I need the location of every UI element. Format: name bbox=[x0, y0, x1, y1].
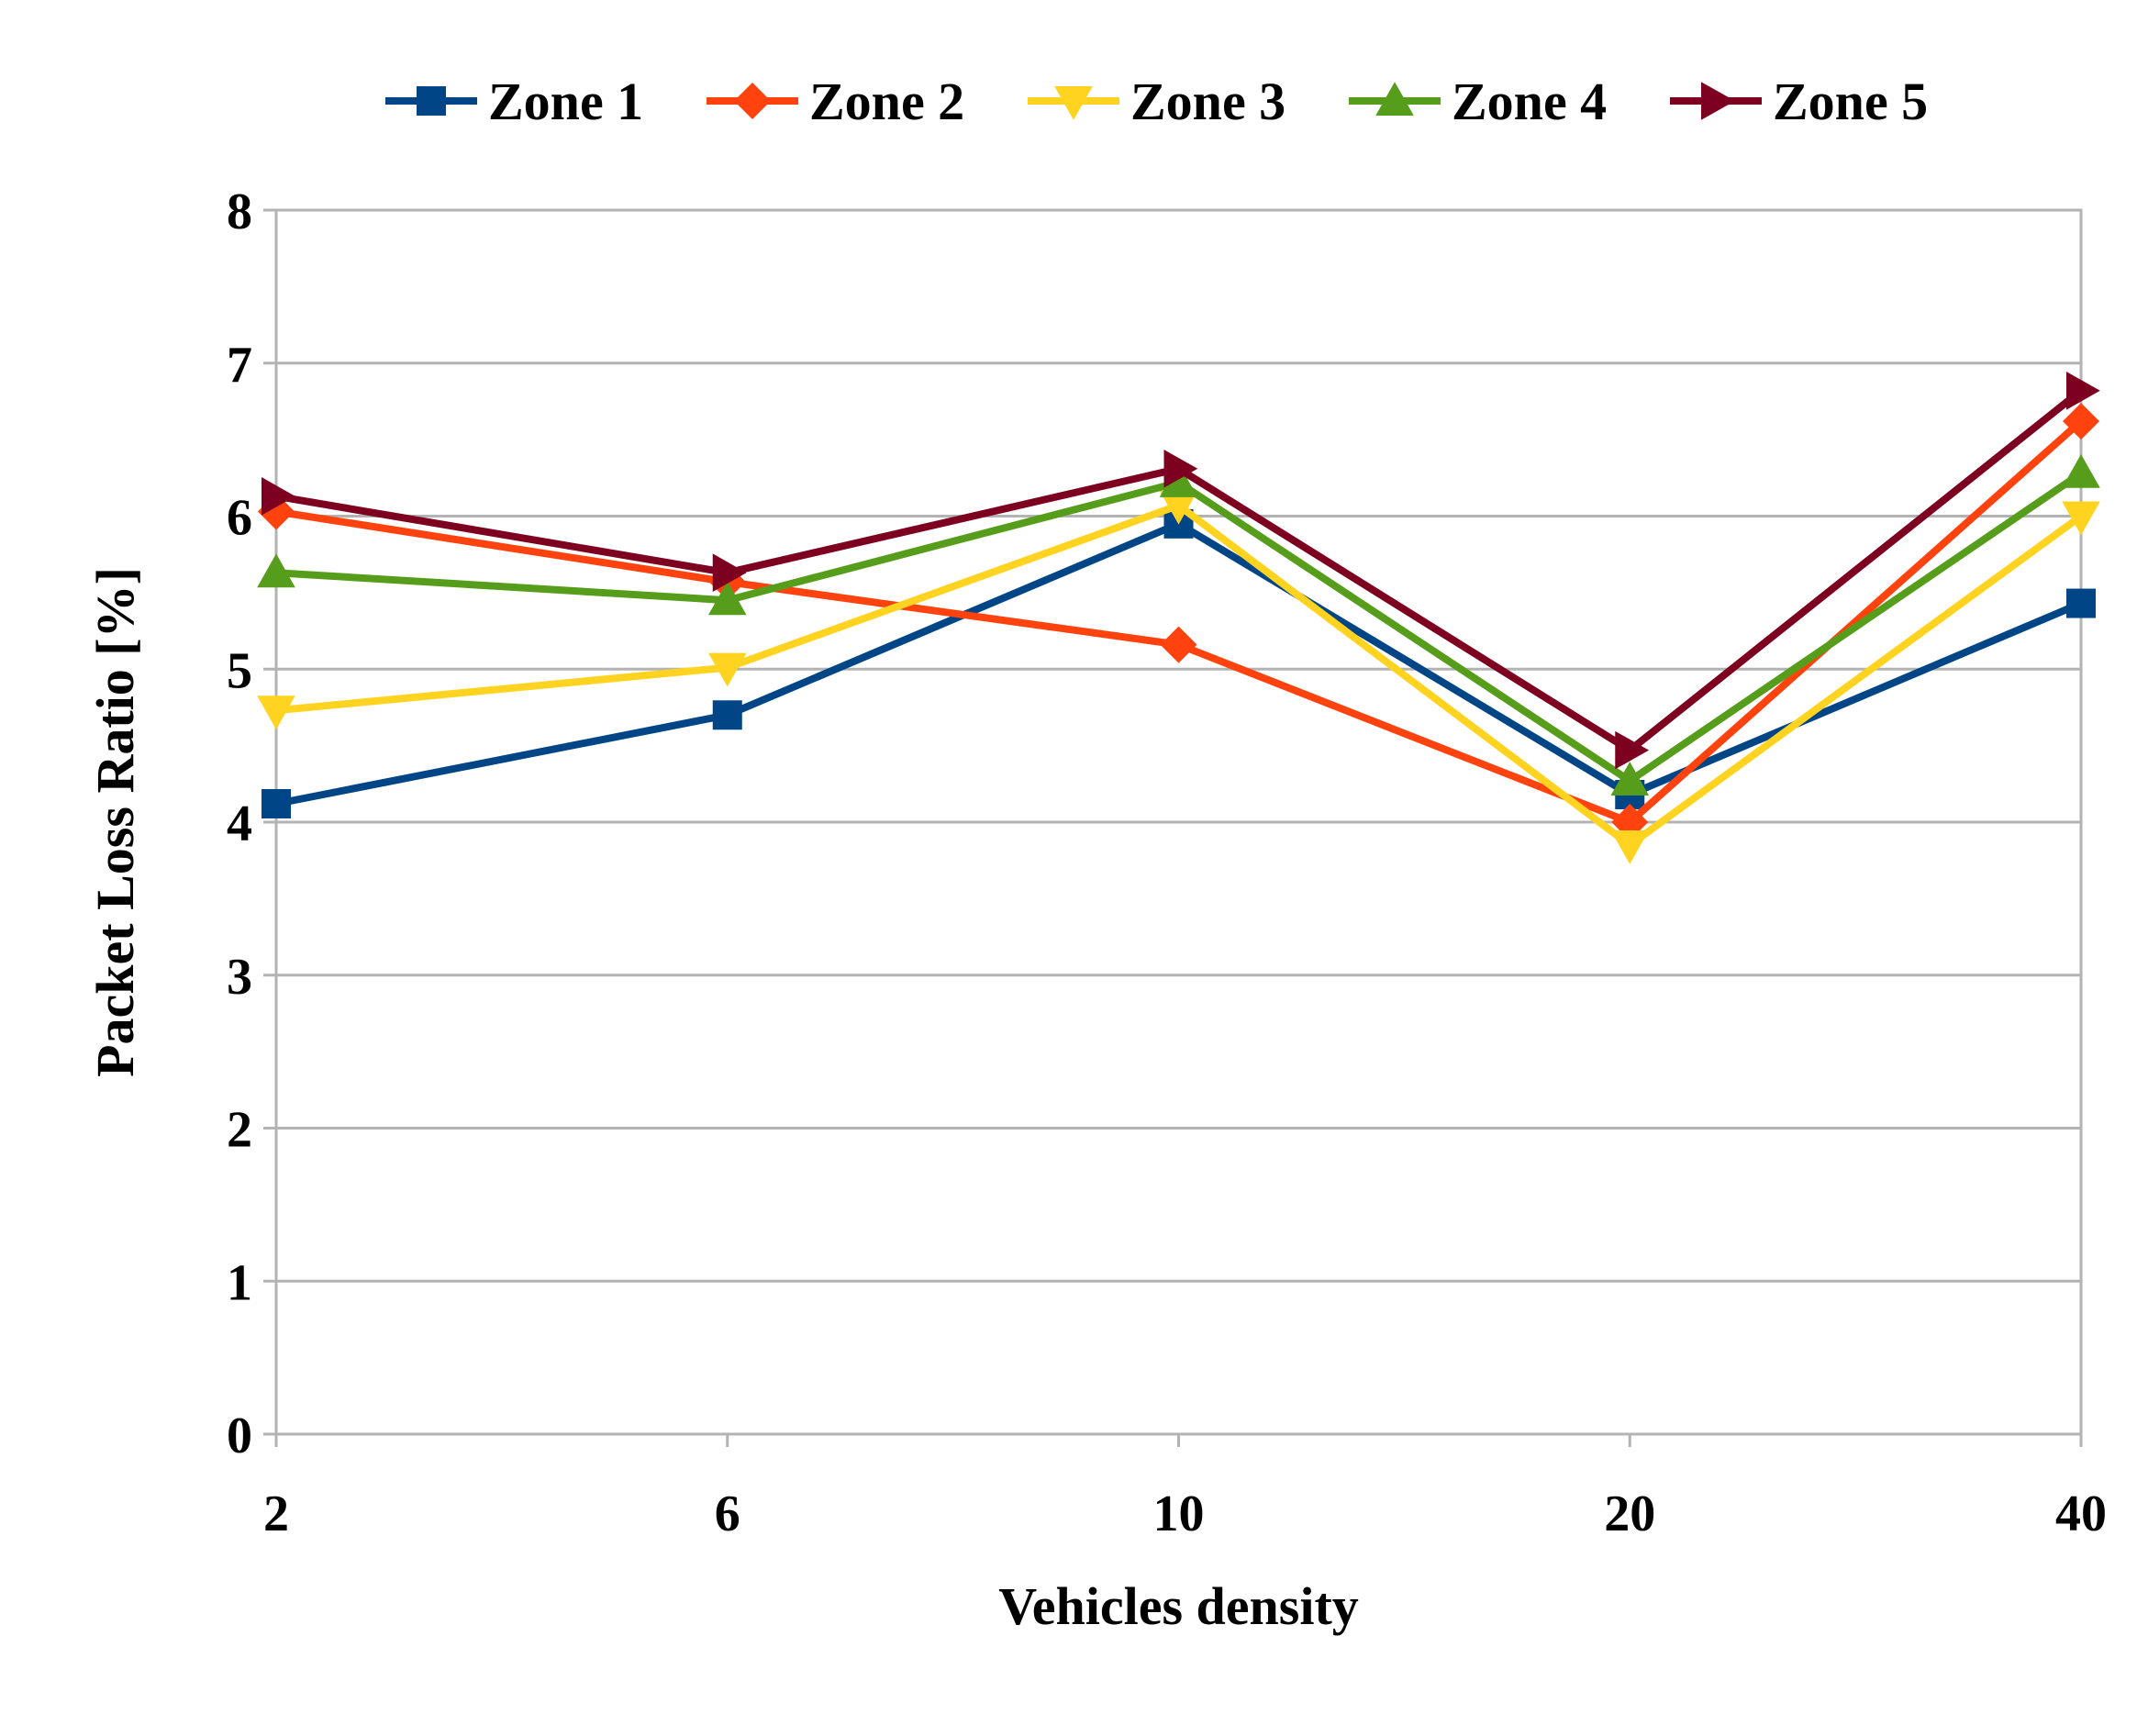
legend-label-zone-4: Zone 4 bbox=[1452, 72, 1607, 131]
legend-item-zone-5: Zone 5 bbox=[1670, 72, 1928, 131]
legend: Zone 1 Zone 2 Zone 3 Zone 4 Zone 5 bbox=[385, 72, 1928, 131]
legend-label-zone-3: Zone 3 bbox=[1130, 72, 1286, 131]
data-point-zone-3 bbox=[707, 652, 747, 687]
y-tick-label: 5 bbox=[227, 642, 252, 699]
legend-marker-zone-5 bbox=[1701, 82, 1735, 120]
y-tick-label: 3 bbox=[227, 949, 252, 1006]
y-tick-label: 7 bbox=[227, 337, 252, 394]
data-point-zone-3 bbox=[1159, 490, 1198, 525]
legend-label-zone-5: Zone 5 bbox=[1773, 72, 1928, 131]
data-point-zone-3 bbox=[2062, 501, 2100, 536]
data-point-zone-1 bbox=[2066, 588, 2096, 618]
legend-label-zone-2: Zone 2 bbox=[809, 72, 964, 131]
y-tick-label: 1 bbox=[227, 1254, 252, 1311]
y-tick-label: 6 bbox=[227, 490, 252, 547]
legend-marker-zone-1 bbox=[417, 86, 446, 116]
x-tick-label: 2 bbox=[263, 1486, 289, 1542]
data-point-zone-5 bbox=[712, 553, 747, 592]
data-point-zone-4 bbox=[1159, 463, 1198, 497]
y-axis-ticks: 0 1 2 3 4 5 6 7 8 bbox=[227, 184, 252, 1464]
legend-label-zone-1: Zone 1 bbox=[488, 72, 643, 131]
legend-item-zone-3: Zone 3 bbox=[1028, 72, 1286, 131]
data-point-zone-4 bbox=[2062, 454, 2100, 488]
data-point-zone-4 bbox=[707, 581, 747, 616]
x-tick-label: 40 bbox=[2055, 1486, 2107, 1542]
series-group bbox=[257, 371, 2100, 864]
data-point-zone-5 bbox=[1615, 730, 1650, 770]
data-point-zone-4 bbox=[257, 553, 295, 588]
y-tick-label: 8 bbox=[227, 184, 252, 240]
x-tick-label: 10 bbox=[1153, 1486, 1205, 1542]
grid-lines bbox=[263, 208, 2081, 1436]
data-point-zone-2 bbox=[1160, 626, 1197, 663]
series-zone-4 bbox=[257, 454, 2100, 796]
x-axis-title: Vehicles density bbox=[998, 1576, 1359, 1636]
legend-marker-zone-4 bbox=[1375, 82, 1414, 116]
legend-item-zone-4: Zone 4 bbox=[1349, 72, 1607, 131]
x-axis-ticks: 2 6 10 20 40 bbox=[263, 1434, 2107, 1542]
y-tick-label: 2 bbox=[227, 1102, 252, 1159]
y-axis-title: Packet Loss Ratio [%] bbox=[85, 567, 145, 1077]
x-tick-label: 6 bbox=[715, 1486, 740, 1542]
series-zone-3 bbox=[257, 490, 2100, 864]
legend-item-zone-1: Zone 1 bbox=[385, 72, 643, 131]
data-point-zone-5 bbox=[1163, 450, 1198, 488]
y-tick-label: 4 bbox=[227, 796, 252, 852]
data-point-zone-3 bbox=[1610, 830, 1650, 864]
data-point-zone-2 bbox=[2063, 403, 2099, 440]
series-zone-5 bbox=[262, 371, 2100, 770]
data-point-zone-1 bbox=[262, 788, 291, 818]
data-point-zone-5 bbox=[2066, 371, 2100, 410]
legend-marker-zone-3 bbox=[1054, 86, 1093, 120]
data-point-zone-3 bbox=[257, 696, 295, 730]
legend-marker-zone-2 bbox=[734, 83, 771, 119]
series-line-zone-5 bbox=[275, 387, 2084, 754]
data-point-zone-4 bbox=[1610, 762, 1650, 796]
x-tick-label: 20 bbox=[1604, 1486, 1655, 1542]
data-point-zone-5 bbox=[262, 477, 295, 516]
legend-item-zone-2: Zone 2 bbox=[707, 72, 964, 131]
y-tick-label: 0 bbox=[227, 1408, 252, 1464]
data-point-zone-1 bbox=[712, 700, 742, 730]
